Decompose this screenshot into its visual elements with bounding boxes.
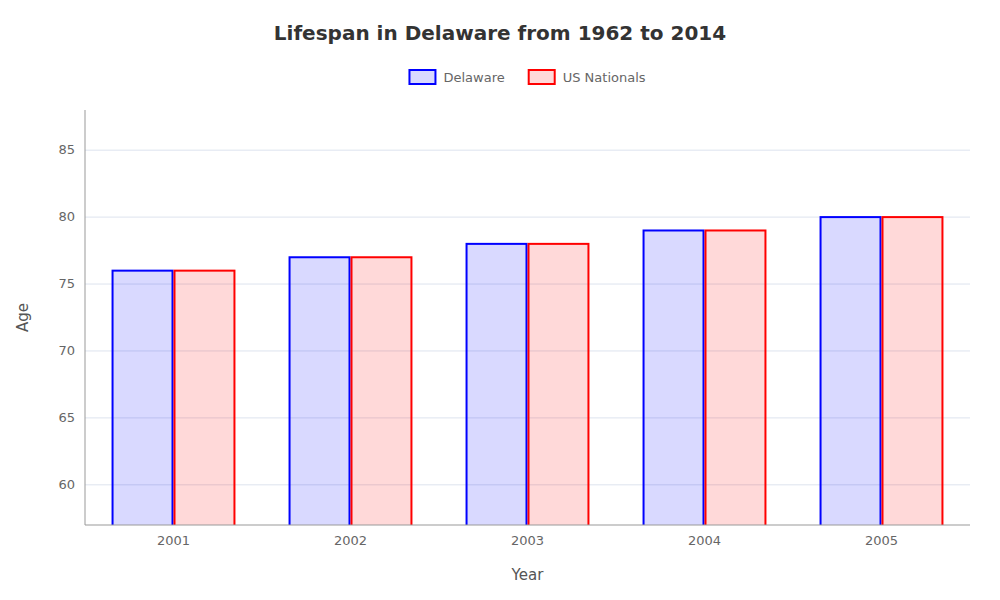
- bar: [290, 257, 350, 525]
- bars: [113, 217, 943, 525]
- legend-swatch: [529, 70, 555, 84]
- bar: [352, 257, 412, 525]
- y-axis-label: Age: [14, 303, 32, 332]
- legend: Delaware US Nationals: [409, 70, 645, 85]
- y-tick-label: 70: [58, 343, 75, 358]
- grid-line: [85, 150, 970, 151]
- y-axis-line: [85, 110, 86, 525]
- bar: [529, 244, 589, 525]
- chart-title: Lifespan in Delaware from 1962 to 2014: [274, 21, 726, 45]
- bar: [706, 230, 766, 525]
- x-tick-label: 2004: [688, 533, 721, 548]
- x-tick-label: 2002: [334, 533, 367, 548]
- x-tick-label: 2001: [157, 533, 190, 548]
- x-axis-line: [85, 525, 970, 526]
- x-tick-label: 2005: [865, 533, 898, 548]
- legend-item: Delaware: [409, 70, 504, 85]
- x-axis-label: Year: [511, 566, 545, 584]
- legend-label: Delaware: [443, 70, 504, 85]
- bar: [883, 217, 943, 525]
- x-tick-label: 2003: [511, 533, 544, 548]
- legend-item: US Nationals: [529, 70, 646, 85]
- bar: [821, 217, 881, 525]
- bar: [467, 244, 527, 525]
- y-tick-label: 80: [58, 209, 75, 224]
- legend-label: US Nationals: [563, 70, 646, 85]
- y-tick-label: 85: [58, 142, 75, 157]
- bar: [175, 271, 235, 525]
- y-tick-label: 65: [58, 410, 75, 425]
- chart-container: Lifespan in Delaware from 1962 to 2014 60…: [0, 0, 1000, 600]
- chart-svg: Lifespan in Delaware from 1962 to 2014 60…: [0, 0, 1000, 600]
- y-tick-label: 60: [58, 477, 75, 492]
- y-tick-label: 75: [58, 276, 75, 291]
- legend-swatch: [409, 70, 435, 84]
- bar: [644, 230, 704, 525]
- bar: [113, 271, 173, 525]
